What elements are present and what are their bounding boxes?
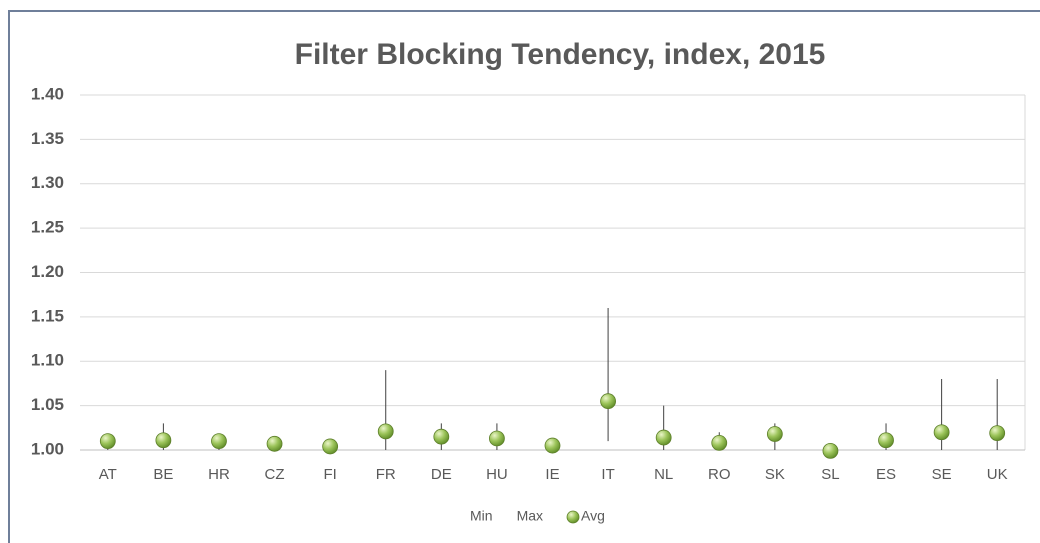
avg-marker <box>211 433 227 450</box>
avg-marker <box>266 435 283 452</box>
x-tick-label: NL <box>654 466 673 483</box>
x-tick-label: IT <box>601 466 614 483</box>
y-tick-label: 1.35 <box>31 129 64 148</box>
x-tick-label: FR <box>376 466 396 483</box>
x-tick-label: AT <box>99 466 117 483</box>
x-tick-label: ES <box>876 466 896 483</box>
avg-marker <box>933 424 950 441</box>
y-tick-label: 1.20 <box>31 262 64 281</box>
y-tick-label: 1.05 <box>31 395 64 414</box>
avg-marker <box>766 426 783 442</box>
avg-marker <box>377 423 394 440</box>
x-tick-label: SL <box>821 466 839 483</box>
avg-marker <box>711 434 728 451</box>
avg-marker <box>99 433 116 450</box>
y-tick-label: 1.15 <box>31 306 64 325</box>
avg-marker <box>822 442 839 459</box>
y-tick-label: 1.40 <box>31 84 64 103</box>
x-tick-label: DE <box>431 466 452 483</box>
avg-marker <box>600 393 616 410</box>
legend-label: Max <box>517 508 543 524</box>
x-tick-label: HU <box>486 466 508 483</box>
avg-marker <box>878 432 894 449</box>
y-tick-label: 1.10 <box>31 351 64 370</box>
x-tick-label: HR <box>208 466 230 483</box>
legend-marker <box>566 510 580 524</box>
y-tick-label: 1.00 <box>31 439 64 458</box>
avg-marker <box>433 428 450 445</box>
avg-marker <box>544 437 561 454</box>
avg-marker <box>989 425 1006 442</box>
x-tick-label: IE <box>545 466 559 483</box>
x-tick-label: RO <box>708 466 731 483</box>
x-tick-label: SE <box>932 466 952 483</box>
avg-marker <box>655 429 672 446</box>
avg-marker <box>322 438 339 455</box>
legend-label: Min <box>470 508 493 524</box>
y-tick-label: 1.25 <box>31 218 64 237</box>
chart-frame <box>8 10 1040 543</box>
x-tick-label: CZ <box>265 466 285 483</box>
x-tick-label: BE <box>153 466 173 483</box>
y-tick-label: 1.30 <box>31 173 64 192</box>
legend-label: Avg <box>581 508 605 524</box>
avg-marker <box>489 430 505 447</box>
x-tick-label: UK <box>987 466 1008 483</box>
x-tick-label: FI <box>323 466 336 483</box>
chart-title: Filter Blocking Tendency, index, 2015 <box>295 38 826 71</box>
avg-marker <box>155 432 172 449</box>
x-tick-label: SK <box>765 466 785 483</box>
